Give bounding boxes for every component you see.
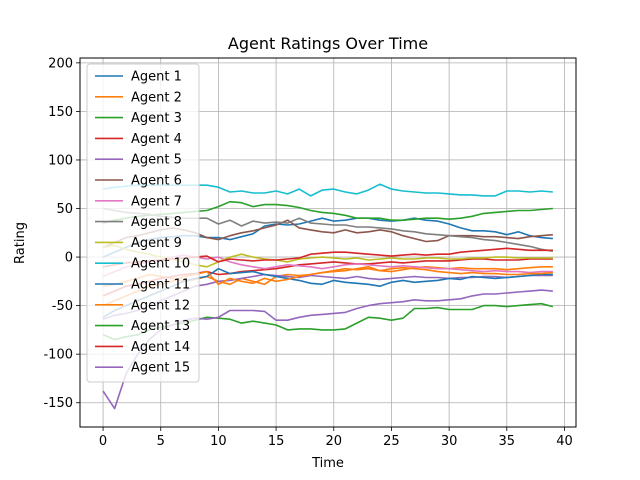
x-tick-label: 0 xyxy=(99,434,107,449)
legend-label: Agent 13 xyxy=(131,319,190,334)
legend-label: Agent 10 xyxy=(131,257,190,272)
legend-label: Agent 6 xyxy=(131,174,182,189)
x-tick-label: 20 xyxy=(325,434,342,449)
axis-ticks: 0 5 10 15 20 25 30 35 40 -150 -100 -50 0 50 100 150 200 xyxy=(43,56,572,449)
legend: Agent 1 Agent 2 Agent 3 Agent 4 Agent 5 Agent… xyxy=(86,63,200,383)
y-axis-label: Rating xyxy=(13,222,28,264)
grid xyxy=(80,58,576,427)
y-tick-label: 200 xyxy=(48,56,73,71)
chart-title: Agent Ratings Over Time xyxy=(228,34,428,53)
legend-label: Agent 12 xyxy=(131,298,190,313)
y-tick-label: 0 xyxy=(65,251,73,266)
legend-label: Agent 11 xyxy=(131,278,190,293)
y-tick-label: -50 xyxy=(52,299,73,314)
x-tick-label: 40 xyxy=(556,434,573,449)
y-tick-label: -100 xyxy=(43,348,73,363)
legend-label: Agent 14 xyxy=(131,340,190,355)
legend-label: Agent 9 xyxy=(131,236,182,251)
x-tick-label: 25 xyxy=(383,434,400,449)
x-tick-label: 30 xyxy=(441,434,458,449)
x-tick-label: 5 xyxy=(157,434,165,449)
y-tick-label: -150 xyxy=(43,396,73,411)
y-tick-label: 50 xyxy=(56,202,73,217)
legend-box xyxy=(86,63,200,383)
legend-label: Agent 1 xyxy=(131,70,182,85)
x-axis-label: Time xyxy=(311,456,344,471)
plot-frame xyxy=(79,57,577,428)
legend-label: Agent 2 xyxy=(131,90,182,105)
y-tick-label: 100 xyxy=(48,153,73,168)
legend-label: Agent 7 xyxy=(131,194,182,209)
x-tick-label: 35 xyxy=(499,434,516,449)
legend-label: Agent 8 xyxy=(131,215,182,230)
legend-label: Agent 4 xyxy=(131,132,182,147)
legend-label: Agent 3 xyxy=(131,111,182,126)
legend-label: Agent 15 xyxy=(131,361,190,376)
x-tick-label: 10 xyxy=(210,434,227,449)
y-tick-label: 150 xyxy=(48,105,73,120)
legend-label: Agent 5 xyxy=(131,153,182,168)
x-tick-label: 15 xyxy=(268,434,285,449)
